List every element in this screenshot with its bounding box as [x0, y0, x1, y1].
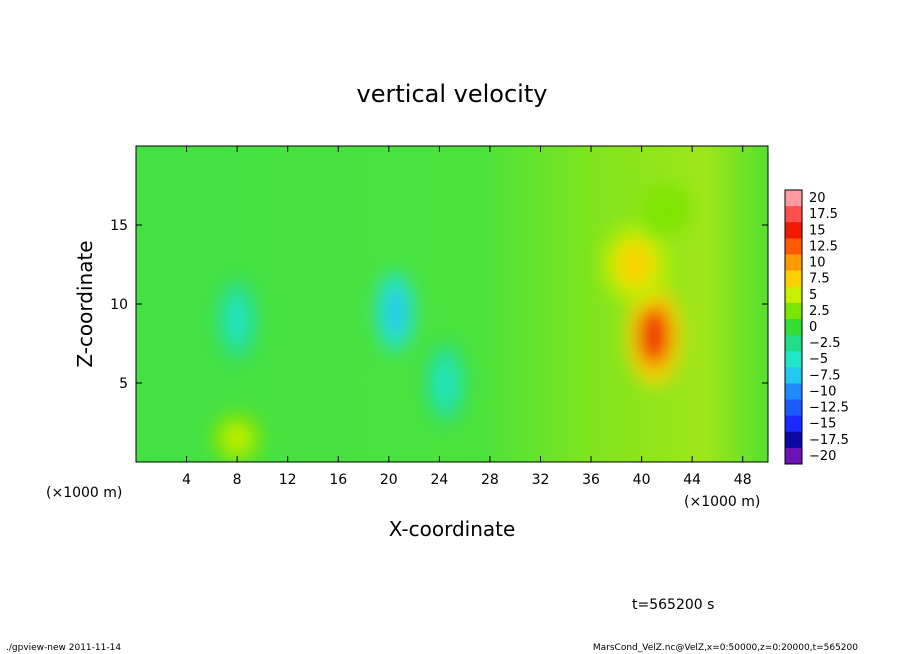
- colorbar-label: −10: [809, 384, 836, 399]
- y-tick-label: 5: [119, 376, 128, 392]
- colorbar-swatch: [785, 302, 802, 320]
- field-feature-downdraft: [216, 278, 258, 361]
- colorbar-swatch: [785, 206, 802, 223]
- field-feature-downdraft: [374, 270, 416, 353]
- colorbar-swatch: [785, 447, 802, 465]
- colorbar-swatch: [785, 399, 802, 417]
- colorbar-swatch: [785, 238, 802, 255]
- colorbar-label: −7.5: [809, 368, 841, 383]
- y-axis-label: Z-coordinate: [73, 240, 97, 367]
- footer-left: ./gpview-new 2011-11-14: [6, 643, 121, 653]
- field-feature-updraft: [626, 285, 683, 387]
- colorbar-label: 17.5: [809, 207, 838, 222]
- x-tick-label: 48: [734, 472, 752, 488]
- colorbar-swatch: [785, 222, 802, 239]
- colorbar-swatch: [785, 383, 802, 401]
- colorbar-label: −17.5: [809, 433, 849, 448]
- colorbar-label: −15: [809, 417, 836, 432]
- colorbar-label: 5: [809, 288, 817, 303]
- colorbar-swatch: [785, 318, 802, 336]
- colorbar-label: 0: [809, 320, 817, 335]
- velocity-field: [136, 146, 768, 462]
- y-tick-label: 15: [110, 218, 128, 234]
- field-feature-updraft: [602, 226, 669, 303]
- colorbar-frame: [784, 189, 803, 465]
- colorbar-swatch: [785, 335, 802, 352]
- colorbar-label: 10: [809, 256, 826, 271]
- x-tick-label: 28: [481, 472, 499, 488]
- colorbar-swatch: [785, 351, 802, 368]
- x-tick-label: 8: [233, 472, 242, 488]
- field-feature-updraft: [211, 413, 263, 462]
- colorbar-label: 12.5: [809, 239, 838, 254]
- field-feature-downdraft: [425, 341, 466, 425]
- x-tick-label: 44: [683, 472, 701, 488]
- x-tick-label: 40: [633, 472, 651, 488]
- x-tick-label: 36: [582, 472, 600, 488]
- colorbar-swatch: [785, 415, 802, 433]
- colorbar-label: −2.5: [809, 336, 841, 351]
- time-label: t=565200 s: [632, 597, 714, 613]
- colorbar-swatch: [785, 270, 802, 288]
- colorbar-swatch: [785, 286, 802, 304]
- footer-right: MarsCond_VelZ.nc@VelZ,x=0:50000,z=0:2000…: [593, 643, 858, 653]
- colorbar-swatch: [785, 431, 802, 449]
- colorbar-swatch: [785, 367, 802, 384]
- colorbar-label: −5: [809, 352, 828, 367]
- colorbar-label: −12.5: [809, 401, 849, 416]
- field-feature-updraft: [641, 183, 693, 235]
- colorbar-label: 7.5: [809, 272, 830, 287]
- x-tick-label: 12: [279, 472, 297, 488]
- y-axis-ticks: 5 10 15: [110, 218, 768, 392]
- colorbar-label: −20: [809, 449, 836, 464]
- colorbar-label: 15: [809, 223, 826, 238]
- x-tick-label: 4: [182, 472, 191, 488]
- colorbar-swatch: [785, 190, 802, 207]
- colorbar-label: 2.5: [809, 304, 830, 319]
- x-axis-ticks: 4 8 12 16 20 24 28 32 36 40 44 48: [182, 146, 752, 488]
- y-tick-label: 10: [110, 297, 128, 313]
- x-tick-label: 24: [430, 472, 448, 488]
- x-tick-label: 20: [380, 472, 398, 488]
- x-tick-label: 16: [329, 472, 347, 488]
- colorbar-label: 20: [809, 191, 826, 206]
- x-unit-label-right: (×1000 m): [684, 494, 760, 510]
- x-axis-label: X-coordinate: [389, 517, 516, 541]
- colorbar-swatch: [785, 254, 802, 272]
- chart-title: vertical velocity: [357, 80, 548, 108]
- x-tick-label: 32: [532, 472, 550, 488]
- x-unit-label-left: (×1000 m): [46, 485, 122, 501]
